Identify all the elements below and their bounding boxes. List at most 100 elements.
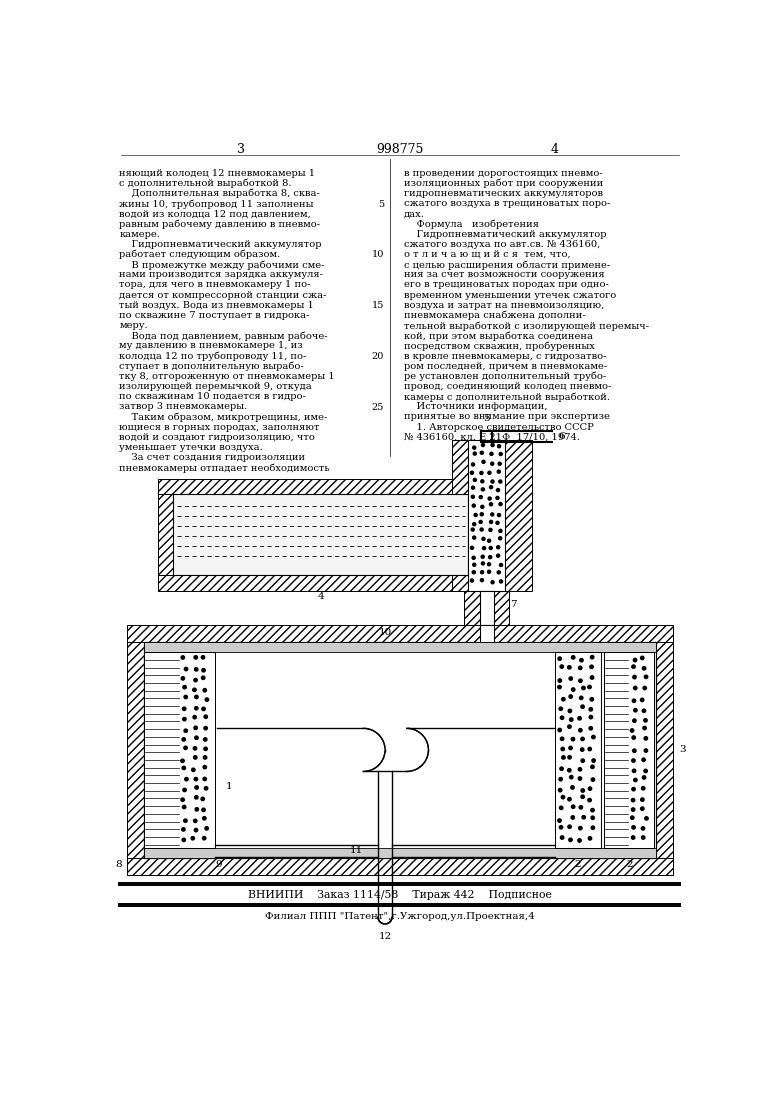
Circle shape [481, 443, 484, 447]
Circle shape [194, 678, 197, 682]
Circle shape [571, 785, 574, 789]
Circle shape [561, 747, 565, 751]
Circle shape [183, 789, 186, 792]
Circle shape [488, 471, 491, 474]
Circle shape [582, 686, 585, 689]
Circle shape [644, 719, 647, 722]
Circle shape [558, 789, 562, 792]
Circle shape [470, 471, 473, 474]
Circle shape [633, 708, 637, 711]
Circle shape [588, 799, 591, 802]
Text: ВНИИПИ    Заказ 1114/58    Тираж 442    Подписное: ВНИИПИ Заказ 1114/58 Тираж 442 Подписное [248, 890, 551, 900]
Circle shape [562, 697, 565, 700]
Text: Таким образом, микротрещины, име-: Таким образом, микротрещины, име- [119, 413, 328, 422]
Text: 10: 10 [372, 250, 385, 259]
Circle shape [568, 825, 571, 828]
Text: посредством скважин, пробуренных: посредством скважин, пробуренных [403, 341, 594, 351]
Circle shape [202, 707, 205, 710]
Circle shape [633, 675, 636, 678]
Circle shape [632, 836, 635, 839]
Circle shape [632, 788, 635, 791]
Text: дах.: дах. [403, 210, 424, 218]
Text: 5: 5 [378, 200, 385, 208]
Circle shape [568, 665, 571, 670]
Circle shape [642, 758, 645, 761]
Text: сжатого воздуха в трещиноватых поро-: сжатого воздуха в трещиноватых поро- [403, 199, 610, 208]
Circle shape [472, 570, 475, 574]
Circle shape [488, 497, 491, 500]
Circle shape [643, 686, 647, 689]
Circle shape [471, 528, 474, 532]
Circle shape [194, 778, 197, 781]
Circle shape [182, 827, 185, 831]
Circle shape [497, 570, 500, 574]
Circle shape [630, 729, 634, 732]
Text: в кровле пневмокамеры, с гидрозатво-: в кровле пневмокамеры, с гидрозатво- [403, 352, 606, 361]
Circle shape [560, 836, 564, 839]
Text: затвор 3 пневмокамеры.: затвор 3 пневмокамеры. [119, 403, 247, 411]
Circle shape [194, 655, 197, 660]
Circle shape [204, 738, 207, 741]
Circle shape [191, 836, 194, 840]
Circle shape [483, 547, 486, 549]
Circle shape [641, 827, 645, 831]
Text: 998775: 998775 [376, 142, 424, 156]
Circle shape [181, 759, 184, 762]
Bar [452, 440, 468, 590]
Circle shape [559, 778, 562, 781]
Circle shape [499, 564, 502, 567]
Text: принятые во внимание при экспертизе: принятые во внимание при экспертизе [403, 413, 609, 421]
Circle shape [471, 486, 474, 490]
Circle shape [590, 808, 594, 812]
Circle shape [641, 836, 645, 839]
Text: 25: 25 [372, 403, 385, 411]
Text: временном уменьшении утечек сжатого: временном уменьшении утечек сжатого [403, 290, 616, 300]
Circle shape [569, 747, 573, 750]
Bar [604, 652, 654, 848]
Circle shape [490, 503, 492, 506]
Circle shape [630, 816, 634, 820]
Circle shape [590, 697, 594, 702]
Circle shape [498, 514, 501, 516]
Circle shape [632, 826, 635, 829]
Text: меру.: меру. [119, 321, 148, 330]
Text: изоляционных работ при сооружении: изоляционных работ при сооружении [403, 179, 603, 189]
Circle shape [588, 685, 591, 688]
Circle shape [479, 521, 482, 524]
Circle shape [588, 786, 592, 791]
Circle shape [184, 746, 187, 750]
Text: с целью расширения области примене-: с целью расширения области примене- [403, 260, 610, 269]
Text: 11: 11 [349, 846, 363, 855]
Circle shape [480, 528, 483, 531]
Circle shape [204, 786, 207, 790]
Text: За счет создания гидроизоляции: За счет создания гидроизоляции [119, 453, 305, 462]
Bar [127, 625, 672, 642]
Circle shape [631, 799, 635, 802]
Circle shape [491, 462, 494, 465]
Circle shape [491, 443, 494, 447]
Text: водой из колодца 12 под давлением,: водой из колодца 12 под давлением, [119, 210, 311, 218]
Circle shape [568, 756, 571, 759]
Circle shape [182, 838, 186, 842]
Circle shape [633, 719, 636, 722]
Circle shape [633, 779, 637, 782]
Circle shape [184, 695, 187, 698]
Circle shape [592, 759, 595, 762]
Circle shape [202, 668, 205, 672]
Circle shape [640, 797, 644, 802]
Text: сжатого воздуха по авт.св. № 436160,: сжатого воздуха по авт.св. № 436160, [403, 239, 600, 248]
Circle shape [497, 470, 500, 473]
Circle shape [633, 699, 636, 703]
Circle shape [558, 685, 561, 688]
Circle shape [580, 696, 583, 699]
Bar [468, 479, 522, 590]
Circle shape [195, 807, 199, 811]
Bar [127, 858, 672, 875]
Text: пневмокамеры отпадает необходимость: пневмокамеры отпадает необходимость [119, 463, 330, 473]
Text: 15: 15 [372, 301, 385, 310]
Text: Формула   изобретения: Формула изобретения [403, 219, 539, 228]
Circle shape [558, 678, 562, 683]
Circle shape [578, 838, 581, 843]
Circle shape [588, 837, 592, 840]
Circle shape [201, 797, 204, 801]
